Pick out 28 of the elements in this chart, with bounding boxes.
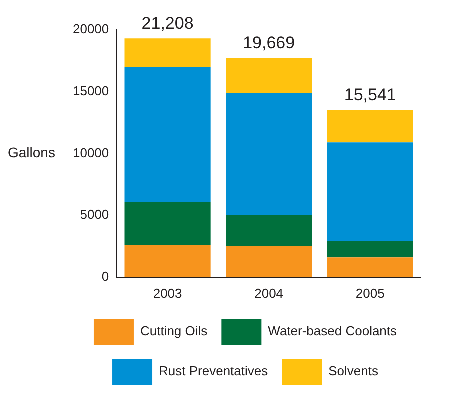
y-tick-label: 20000 xyxy=(72,22,110,37)
bar xyxy=(226,58,312,94)
legend-label: Water-based Coolants xyxy=(268,324,398,339)
y-tick-label: 15000 xyxy=(72,83,110,98)
bar xyxy=(226,246,312,278)
legend-label: Solvents xyxy=(328,364,379,379)
bar xyxy=(327,142,414,242)
bar xyxy=(124,38,211,68)
x-tick-label: 2004 xyxy=(254,286,284,301)
y-tick-label: 0 xyxy=(102,268,110,284)
bar xyxy=(124,67,211,202)
bar xyxy=(327,258,414,278)
bar xyxy=(226,93,312,216)
bar xyxy=(124,245,211,278)
bar xyxy=(327,242,414,258)
annotation: 19,669 xyxy=(243,34,296,53)
x-tick-label: 2005 xyxy=(356,286,385,301)
y-tick-label: 10000 xyxy=(72,145,110,160)
y-tick-label: 5000 xyxy=(80,207,110,222)
x-tick-label: 2003 xyxy=(153,286,182,301)
annotation: 15,541 xyxy=(344,86,396,105)
annotation: 21,208 xyxy=(142,14,194,33)
legend-label: Rust Preventatives xyxy=(159,364,269,379)
bar xyxy=(327,110,414,143)
bar xyxy=(226,216,312,246)
legend-label: Cutting Oils xyxy=(140,324,208,339)
bar xyxy=(124,202,211,246)
y-axis-title: Gallons xyxy=(8,144,56,161)
